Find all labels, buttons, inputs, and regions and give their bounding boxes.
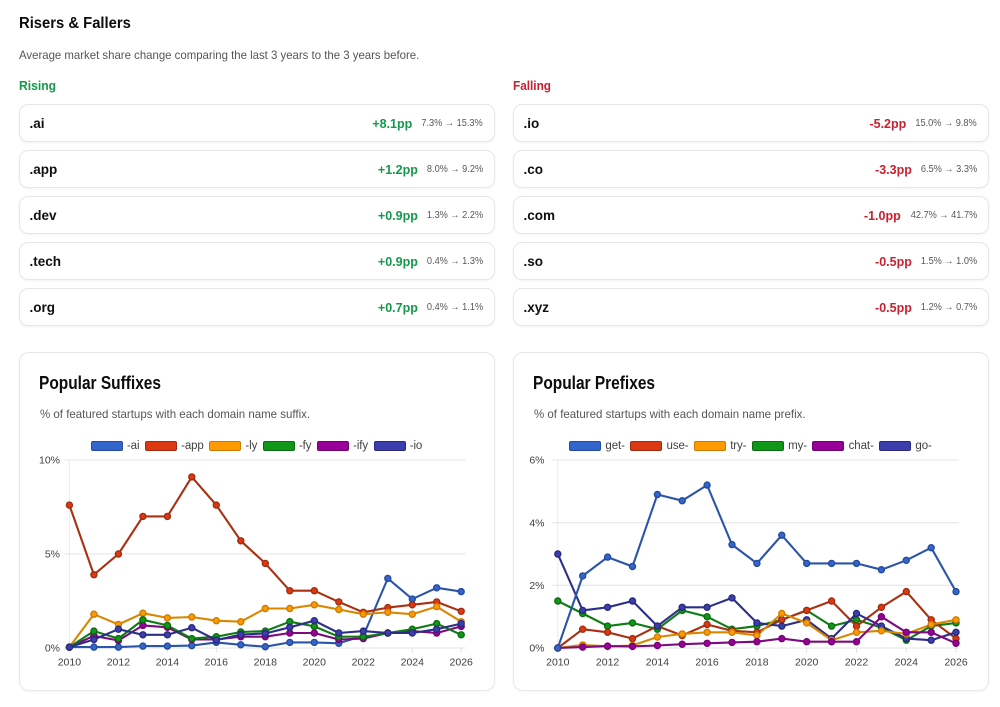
- svg-text:2014: 2014: [156, 657, 180, 669]
- svg-text:5%: 5%: [45, 549, 60, 561]
- svg-text:2020: 2020: [795, 657, 819, 669]
- svg-text:2016: 2016: [695, 657, 719, 669]
- svg-text:0%: 0%: [45, 643, 60, 655]
- svg-text:2018: 2018: [254, 657, 278, 669]
- svg-text:2022: 2022: [845, 657, 869, 669]
- svg-text:2024: 2024: [401, 657, 425, 669]
- svg-text:10%: 10%: [39, 455, 60, 467]
- svg-text:2012: 2012: [107, 657, 131, 669]
- svg-text:2018: 2018: [745, 657, 769, 669]
- svg-text:2%: 2%: [529, 580, 544, 592]
- svg-text:2016: 2016: [205, 657, 229, 669]
- svg-text:2022: 2022: [352, 657, 376, 669]
- svg-text:4%: 4%: [529, 517, 544, 529]
- svg-text:2012: 2012: [596, 657, 620, 669]
- svg-text:2026: 2026: [944, 657, 968, 669]
- svg-text:2010: 2010: [546, 657, 570, 669]
- svg-text:2020: 2020: [303, 657, 327, 669]
- svg-text:2026: 2026: [450, 657, 474, 669]
- svg-text:6%: 6%: [529, 455, 544, 467]
- svg-text:2024: 2024: [895, 657, 919, 669]
- svg-text:2010: 2010: [58, 657, 82, 669]
- svg-text:0%: 0%: [529, 643, 544, 655]
- svg-text:2014: 2014: [646, 657, 670, 669]
